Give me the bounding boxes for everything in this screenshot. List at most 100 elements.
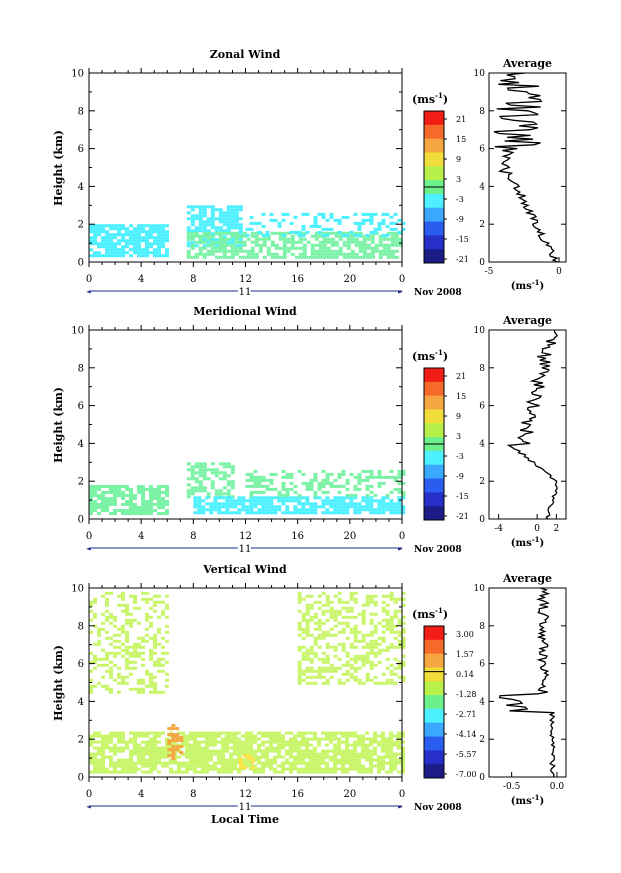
heatmap-cell [369, 639, 374, 643]
heatmap-cell [186, 489, 191, 493]
heatmap-cell [337, 511, 342, 515]
heatmap-cell [171, 736, 176, 740]
heatmap-cell [266, 246, 271, 250]
heatmap-cell [361, 636, 366, 640]
heatmap-cell [293, 749, 297, 753]
heatmap-cell [121, 245, 125, 249]
heatmap-cell [241, 502, 246, 506]
heatmap-cell [273, 746, 277, 750]
heatmap-cell [202, 252, 207, 256]
heatmap-cell [257, 484, 262, 488]
heatmap-cell [309, 615, 314, 619]
heatmap-cell [205, 496, 210, 500]
heatmap-cell [161, 755, 165, 759]
colorbar-band [424, 722, 444, 738]
heatmap-cell [230, 205, 235, 209]
heatmap-cell [365, 731, 369, 735]
heatmap-cell [353, 633, 358, 637]
heatmap-cell [137, 651, 141, 655]
heatmap-cell [186, 249, 191, 253]
heatmap-cell [301, 731, 305, 735]
heatmap-cell [370, 234, 375, 238]
heatmap-cell [197, 734, 201, 738]
heatmap-cell [181, 764, 185, 768]
heatmap-cell [365, 603, 370, 607]
heatmap-cell [245, 233, 250, 237]
heatmap-cell [202, 244, 207, 248]
heatmap-cell [117, 485, 121, 488]
heatmap-cell [245, 227, 250, 231]
heatmap-cell [349, 505, 354, 509]
heatmap-cell [261, 224, 266, 228]
heatmap-cell [177, 761, 181, 765]
heatmap-cell [298, 246, 303, 250]
heatmap-cell [369, 490, 374, 494]
heatmap-cell [365, 749, 369, 753]
heatmap-cell [401, 663, 406, 667]
heatmap-cell [230, 238, 235, 242]
heatmap-cell [97, 642, 101, 646]
average-title: Average [502, 572, 552, 585]
heatmap-cell [89, 512, 93, 515]
heatmap-cell [225, 758, 229, 762]
heatmap-cell [277, 496, 282, 500]
heatmap-cell [105, 618, 109, 622]
heatmap-cell [141, 651, 145, 655]
heatmap-cell [175, 748, 180, 752]
heatmap-cell [233, 752, 237, 756]
heatmap-cell [257, 478, 262, 482]
heatmap-cell [214, 468, 219, 472]
heatmap-cell [281, 212, 286, 216]
heatmap-cell [93, 752, 97, 756]
heatmap-cell [401, 493, 406, 497]
colorbar-label: 9 [456, 155, 461, 164]
heatmap-cell [337, 678, 342, 682]
heatmap-cell [373, 740, 377, 744]
heatmap-cell [249, 493, 254, 497]
heatmap-cell [377, 642, 382, 646]
heatmap-cell [133, 239, 137, 243]
heatmap-cell [230, 243, 235, 247]
heatmap-cell [121, 224, 125, 228]
heatmap-cell [397, 630, 402, 634]
heatmap-cell [377, 475, 382, 479]
heatmap-cell [269, 511, 274, 515]
heatmap-cell [297, 469, 302, 473]
heatmap-cell [229, 499, 234, 503]
y-tick-label: 4 [78, 697, 84, 708]
heatmap-cell [269, 761, 273, 765]
heatmap-cell [297, 648, 302, 652]
heatmap-cell [362, 234, 367, 238]
heatmap-cell [294, 240, 299, 244]
day-arrow-right: ► [398, 802, 403, 811]
heatmap-cell [241, 746, 245, 750]
heatmap-cell [153, 239, 157, 243]
heatmap-cell [157, 245, 161, 249]
colorbar-band [424, 381, 444, 397]
heatmap-cell [194, 486, 199, 490]
heatmap-cell [238, 205, 243, 209]
heatmap-cell [301, 636, 306, 640]
heatmap-cell [357, 770, 361, 774]
heatmap-cell [149, 681, 153, 685]
heatmap-cell [205, 734, 209, 738]
heatmap-cell [129, 612, 133, 616]
heatmap-cell [385, 603, 390, 607]
heatmap-cell [243, 766, 247, 770]
heatmap-cell [161, 663, 165, 667]
heatmap-cell [225, 749, 229, 753]
heatmap-cell [149, 503, 153, 506]
heatmap-cell [393, 752, 397, 756]
heatmap-cell [230, 208, 235, 212]
heatmap-cell [397, 752, 401, 756]
heatmap-cell [353, 645, 358, 649]
heatmap-cell [309, 484, 314, 488]
heatmap-cell [193, 764, 197, 768]
heatmap-cell [390, 252, 395, 256]
heatmap-cell [242, 249, 247, 253]
heatmap-cell [213, 743, 217, 747]
heatmap-cell [198, 249, 203, 253]
date-label: Nov 2008 [414, 288, 462, 298]
heatmap-cell [249, 215, 254, 219]
